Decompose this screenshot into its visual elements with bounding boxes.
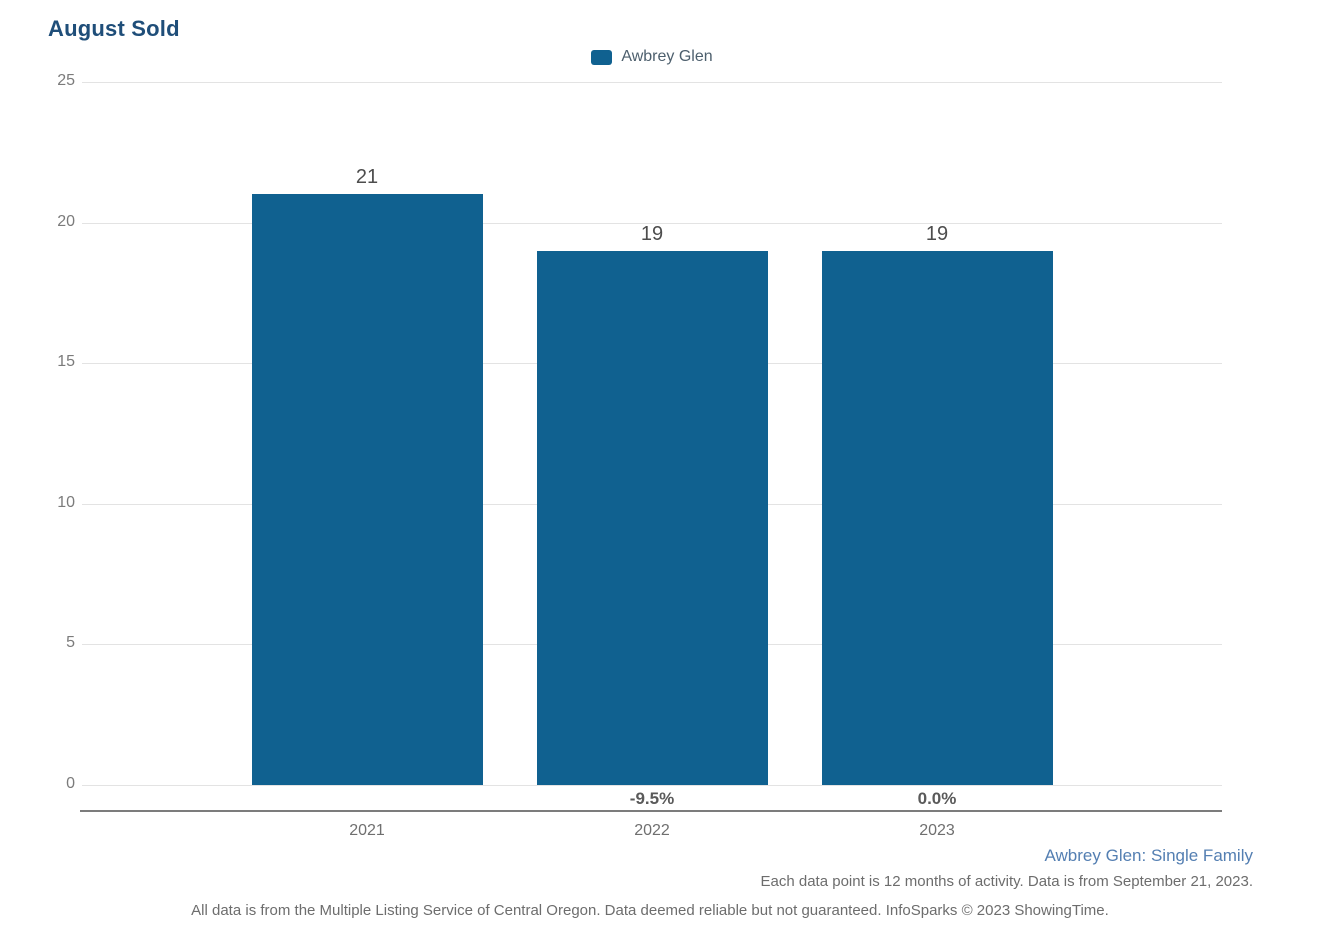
gridline-y-0	[82, 785, 1222, 786]
bar-value-label-2023: 19	[925, 222, 949, 245]
x-axis-label-2022: 2022	[634, 822, 670, 839]
plot-area	[82, 82, 1222, 786]
x-axis-label-2021: 2021	[349, 822, 385, 839]
legend-label-awbrey-glen[interactable]: Awbrey Glen	[621, 48, 713, 65]
y-tick-label-15: 15	[57, 353, 75, 371]
bar-2022[interactable]	[536, 250, 768, 785]
x-axis-label-2023: 2023	[919, 822, 955, 839]
bar-2021[interactable]	[251, 194, 483, 785]
data-note-text: Each data point is 12 months of activity…	[760, 873, 1253, 890]
chart-legend: Awbrey Glen	[82, 48, 1222, 66]
legend-swatch-awbrey-glen[interactable]	[591, 49, 613, 65]
gridline-y-20	[82, 222, 1222, 224]
bar-2023[interactable]	[821, 250, 1053, 785]
y-tick-label-10: 10	[57, 493, 75, 511]
y-tick-label-0: 0	[66, 775, 75, 792]
attribution-text: All data is from the Multiple Listing Se…	[191, 902, 1109, 919]
x-axis-line	[80, 810, 1222, 812]
bar-value-label-2021: 21	[355, 166, 379, 189]
chart-title: August Sold	[48, 16, 180, 41]
y-tick-label-20: 20	[57, 212, 75, 230]
pct-change-label-2023: 0.0%	[917, 789, 957, 808]
y-tick-label-5: 5	[66, 634, 75, 652]
series-context-link[interactable]: Awbrey Glen: Single Family	[1044, 846, 1254, 865]
pct-change-label-2022: -9.5%	[629, 789, 675, 808]
y-tick-label-25: 25	[57, 72, 75, 89]
bar-value-label-2022: 19	[640, 222, 664, 245]
gridline-y-25	[82, 82, 1222, 83]
